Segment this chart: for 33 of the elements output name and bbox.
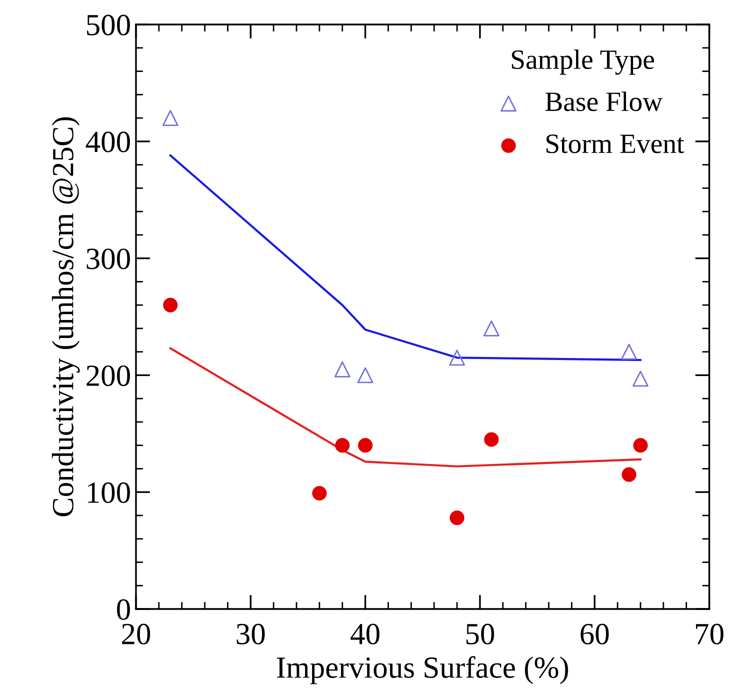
y-tick-label: 0	[117, 599, 130, 620]
point	[484, 432, 499, 447]
line-series	[169, 347, 642, 468]
point	[312, 486, 327, 501]
point	[163, 298, 178, 312]
x-tick-label: 60	[580, 624, 609, 644]
y-tick-label: 300	[86, 248, 130, 270]
legend-label: Storm Event	[546, 134, 684, 154]
x-tick-label: 20	[122, 624, 150, 644]
point	[449, 350, 465, 366]
x-axis-title: Impervious Surface (%)	[276, 656, 568, 684]
point	[162, 110, 178, 126]
x-tick-label: 30	[236, 624, 265, 644]
point	[357, 367, 374, 384]
y-tick-label: 400	[86, 132, 130, 152]
legend-label: Base Flow	[545, 92, 663, 112]
y-axis-title: Conductivity (umhos/cm @25C)	[52, 117, 80, 516]
legend-title: Sample Type	[512, 50, 654, 75]
y-tick-label: 500	[87, 14, 130, 36]
point	[335, 438, 350, 453]
point	[622, 467, 636, 482]
y-tick-label: 100	[88, 482, 130, 503]
point	[483, 320, 500, 336]
point	[632, 370, 648, 387]
x-tick-label: 70	[696, 624, 724, 644]
point	[450, 510, 464, 526]
point	[633, 438, 648, 453]
x-tick-label: 50	[466, 624, 494, 644]
point	[621, 344, 637, 360]
x-tick-label: 40	[350, 624, 380, 644]
point	[334, 361, 350, 378]
y-tick-label: 200	[86, 365, 130, 386]
point	[358, 438, 373, 453]
